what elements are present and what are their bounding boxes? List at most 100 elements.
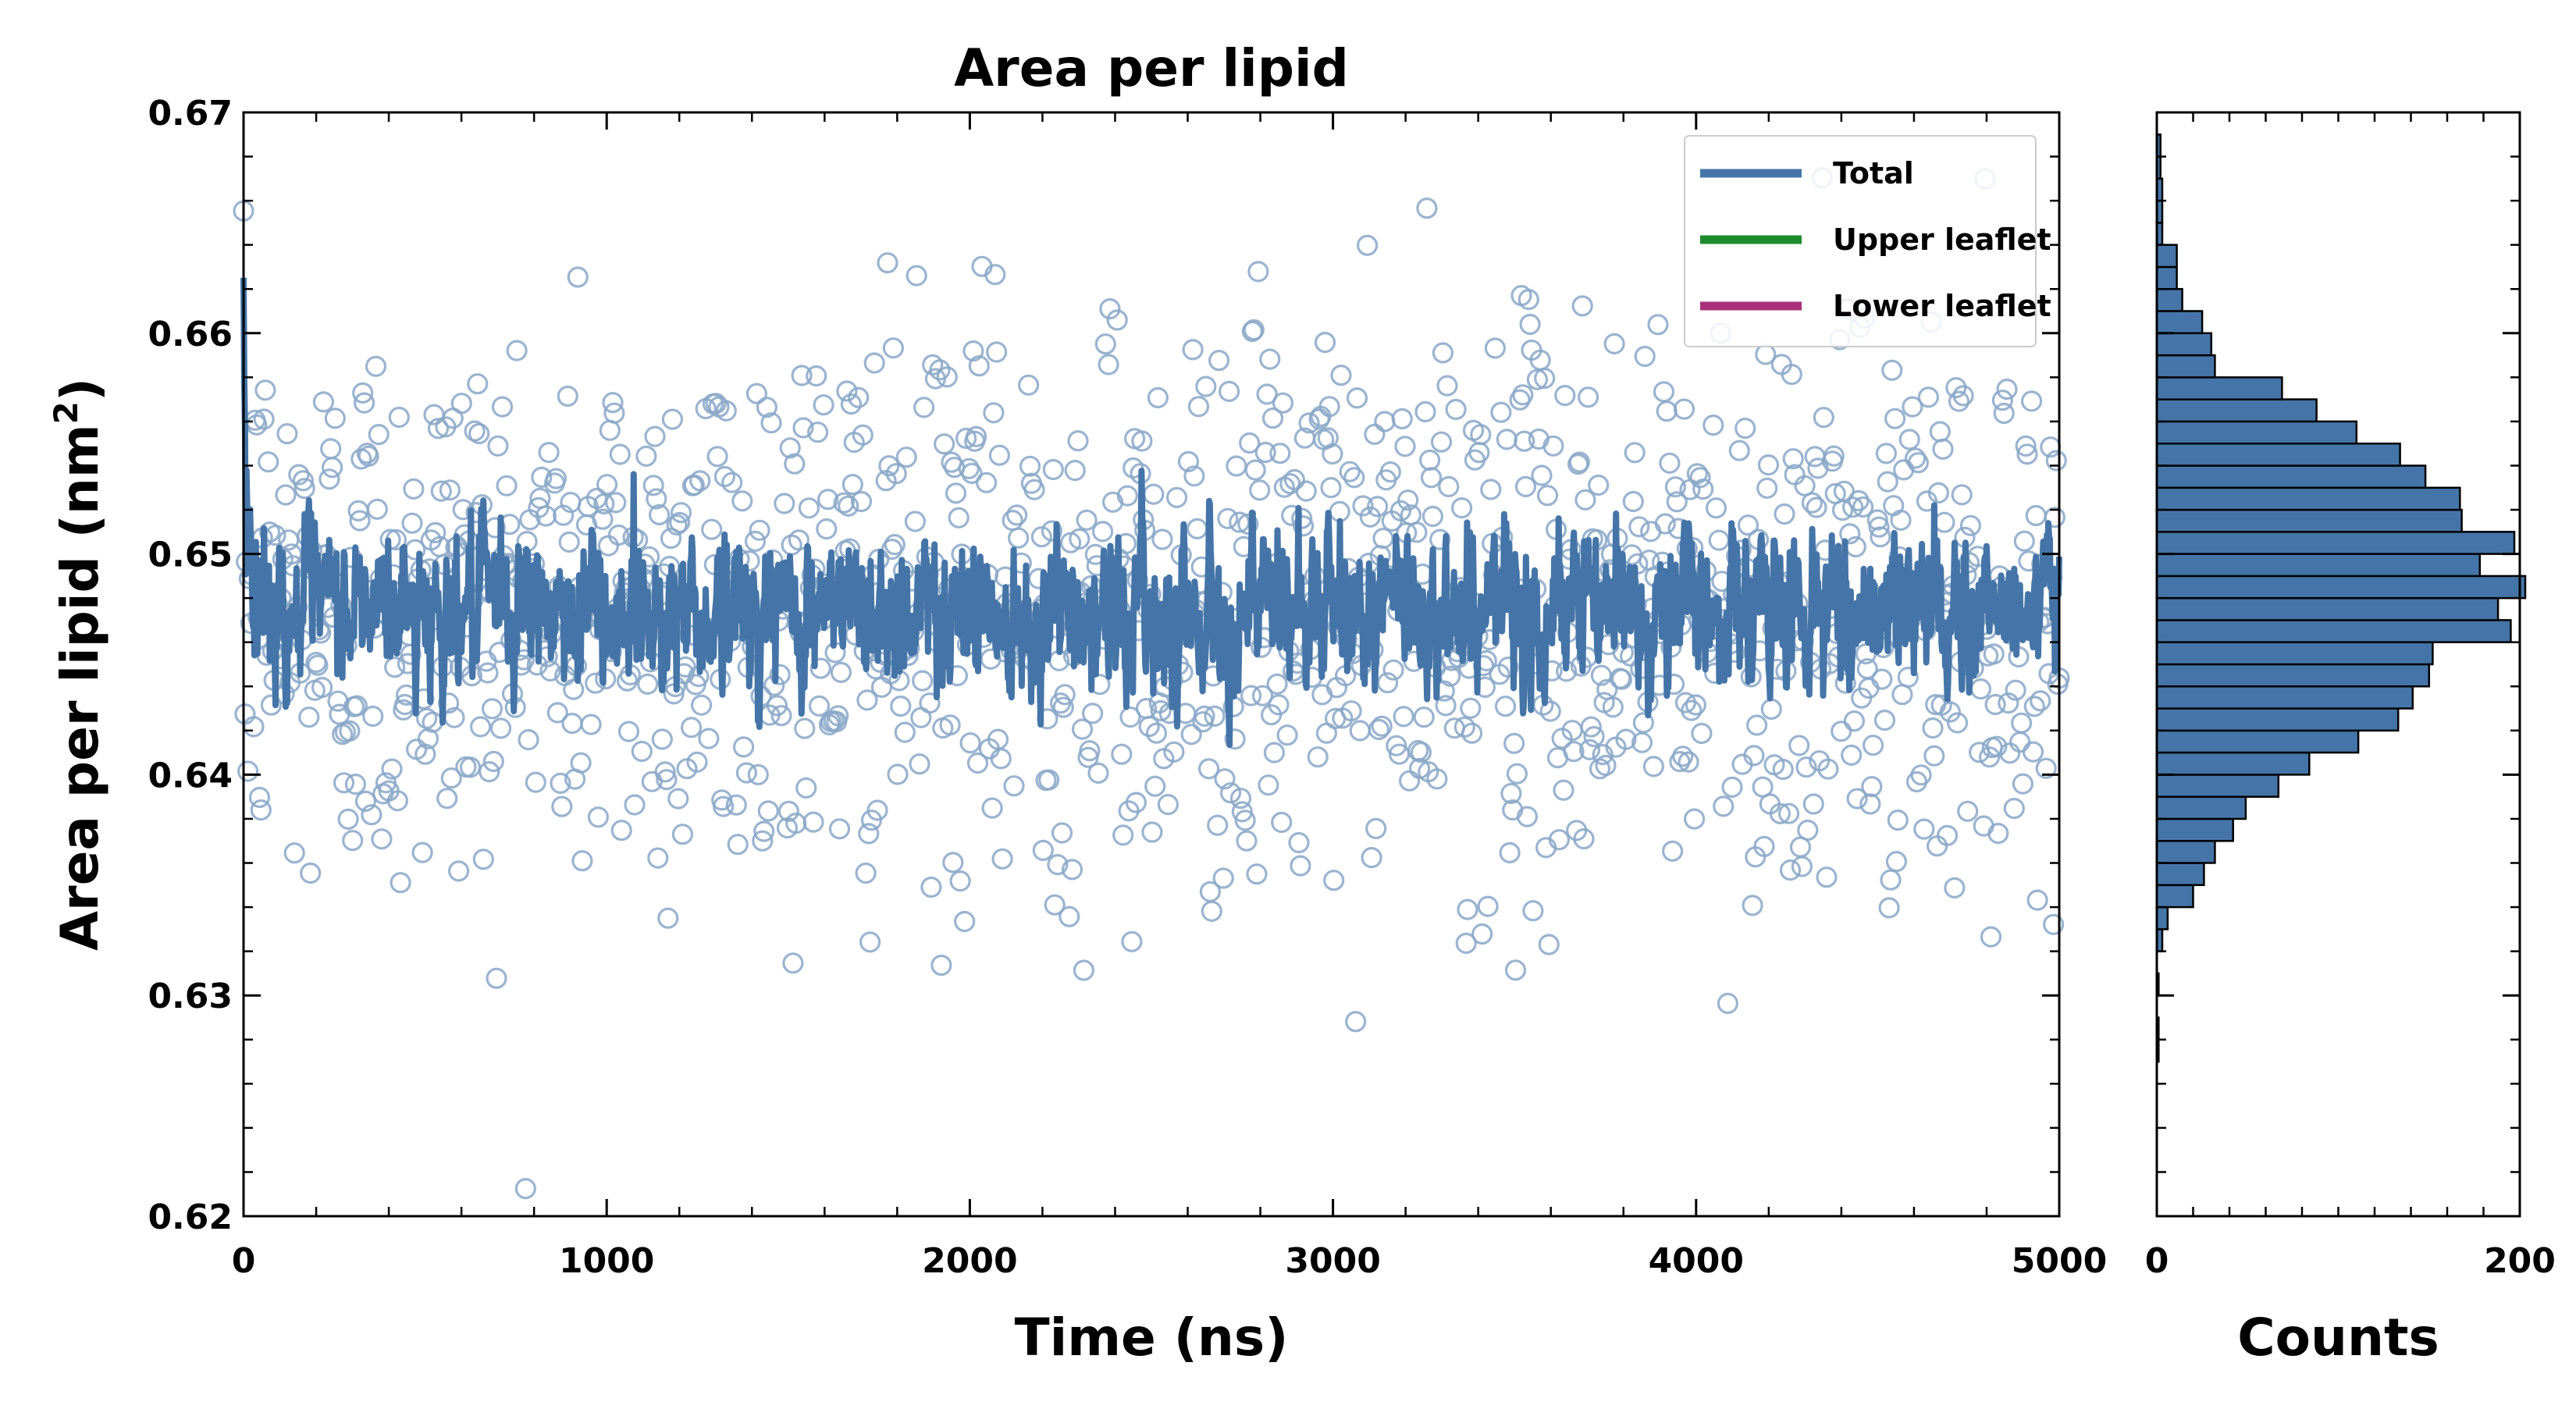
- x-tick-label: 2000: [922, 1241, 1017, 1281]
- scatter-point: [666, 514, 688, 536]
- scatter-point: [1208, 350, 1230, 372]
- scatter-point: [354, 790, 376, 813]
- legend: Total Upper leaflet Lower leaflet: [1684, 135, 2051, 347]
- scatter-point: [1461, 722, 1483, 744]
- scatter-point: [1778, 802, 1800, 824]
- histogram-bar: [2155, 442, 2401, 467]
- scatter-point: [248, 786, 271, 809]
- scatter-point: [415, 743, 436, 765]
- scatter-point: [1728, 439, 1750, 461]
- scatter-point: [1782, 448, 1804, 470]
- scatter-point: [1453, 716, 1475, 738]
- scatter-point: [1432, 342, 1454, 364]
- scatter-point: [1823, 445, 1845, 467]
- scatter-point: [919, 692, 941, 714]
- scatter-point: [339, 720, 361, 742]
- scatter-point: [318, 468, 340, 490]
- scatter-point: [827, 705, 849, 727]
- scatter-point: [298, 706, 320, 728]
- scatter-point: [1268, 694, 1290, 716]
- x-tick-label: 3000: [1285, 1241, 1380, 1281]
- scatter-point: [1490, 401, 1512, 423]
- scatter-point: [1007, 527, 1030, 549]
- scatter-point: [802, 811, 824, 833]
- scatter-point: [1195, 375, 1217, 397]
- scatter-point: [1376, 672, 1399, 694]
- histogram-bar: [2155, 376, 2283, 400]
- scatter-point: [1295, 480, 1317, 502]
- scatter-point: [563, 678, 585, 700]
- scatter-point: [1254, 441, 1276, 464]
- scatter-point: [1345, 1011, 1367, 1033]
- histogram-bar: [2155, 795, 2247, 820]
- scatter-point: [863, 352, 885, 374]
- scatter-point: [1863, 735, 1884, 756]
- scatter-point: [1314, 332, 1336, 354]
- scatter-point: [1368, 718, 1390, 741]
- scatter-point: [275, 484, 297, 506]
- scatter-point: [647, 847, 669, 869]
- scatter-point: [1460, 697, 1482, 719]
- scatter-point: [792, 417, 814, 439]
- scatter-point: [760, 412, 782, 434]
- scatter-point: [1073, 959, 1095, 981]
- scatter-point: [354, 392, 375, 414]
- scatter-point: [1662, 840, 1684, 862]
- histogram-bar: [2155, 817, 2234, 842]
- scatter-point: [1553, 779, 1574, 801]
- scatter-point: [1234, 809, 1256, 831]
- scatter-point: [1283, 468, 1306, 491]
- scatter-point: [624, 794, 646, 816]
- scatter-point: [467, 373, 489, 395]
- scatter-point: [1753, 835, 1775, 858]
- scatter-point: [1059, 906, 1080, 927]
- scatter-point: [1249, 479, 1271, 501]
- scatter-point: [558, 531, 580, 553]
- scatter-point: [1548, 829, 1571, 851]
- scatter-point: [489, 717, 512, 739]
- scatter-point: [477, 662, 499, 684]
- histogram-bar: [2155, 553, 2482, 578]
- scatter-point: [2011, 712, 2033, 734]
- scatter-point: [1852, 496, 1874, 518]
- scatter-point: [698, 728, 720, 749]
- scatter-point: [808, 695, 831, 717]
- scatter-point: [2022, 741, 2044, 763]
- scatter-point: [1099, 298, 1121, 320]
- scatter-point: [1224, 728, 1246, 750]
- scatter-point: [1846, 788, 1868, 809]
- scatter-point: [1372, 527, 1394, 550]
- scatter-point: [610, 820, 632, 841]
- scatter-point: [1397, 489, 1419, 511]
- scatter-point: [300, 862, 322, 884]
- scatter-point: [427, 418, 450, 439]
- scatter-point: [1356, 234, 1379, 256]
- scatter-point: [942, 852, 964, 874]
- scatter-point: [371, 828, 393, 850]
- scatter-point: [1842, 496, 1864, 518]
- scatter-point: [806, 422, 829, 443]
- scatter-point: [1239, 432, 1261, 454]
- scatter-point: [1622, 490, 1644, 513]
- scatter-point: [858, 823, 880, 845]
- scatter-point: [1076, 509, 1098, 531]
- scatter-point: [609, 443, 631, 465]
- scatter-point: [605, 492, 627, 514]
- scatter-point: [644, 425, 666, 447]
- scatter-point: [535, 505, 557, 527]
- scatter-point: [635, 445, 657, 468]
- x-tick-label: 1000: [559, 1241, 654, 1281]
- scatter-point: [965, 425, 987, 447]
- scatter-point: [258, 451, 279, 473]
- scatter-point: [390, 872, 411, 894]
- scatter-point: [1207, 814, 1229, 836]
- scatter-point: [747, 763, 769, 786]
- scatter-point: [784, 453, 806, 475]
- scatter-point: [756, 397, 778, 418]
- scatter-point: [1269, 443, 1291, 464]
- scatter-point: [1197, 758, 1220, 780]
- scatter-point: [727, 834, 749, 856]
- scatter-point: [1632, 712, 1654, 734]
- scatter-point: [1571, 295, 1593, 317]
- scatter-point: [1032, 839, 1054, 862]
